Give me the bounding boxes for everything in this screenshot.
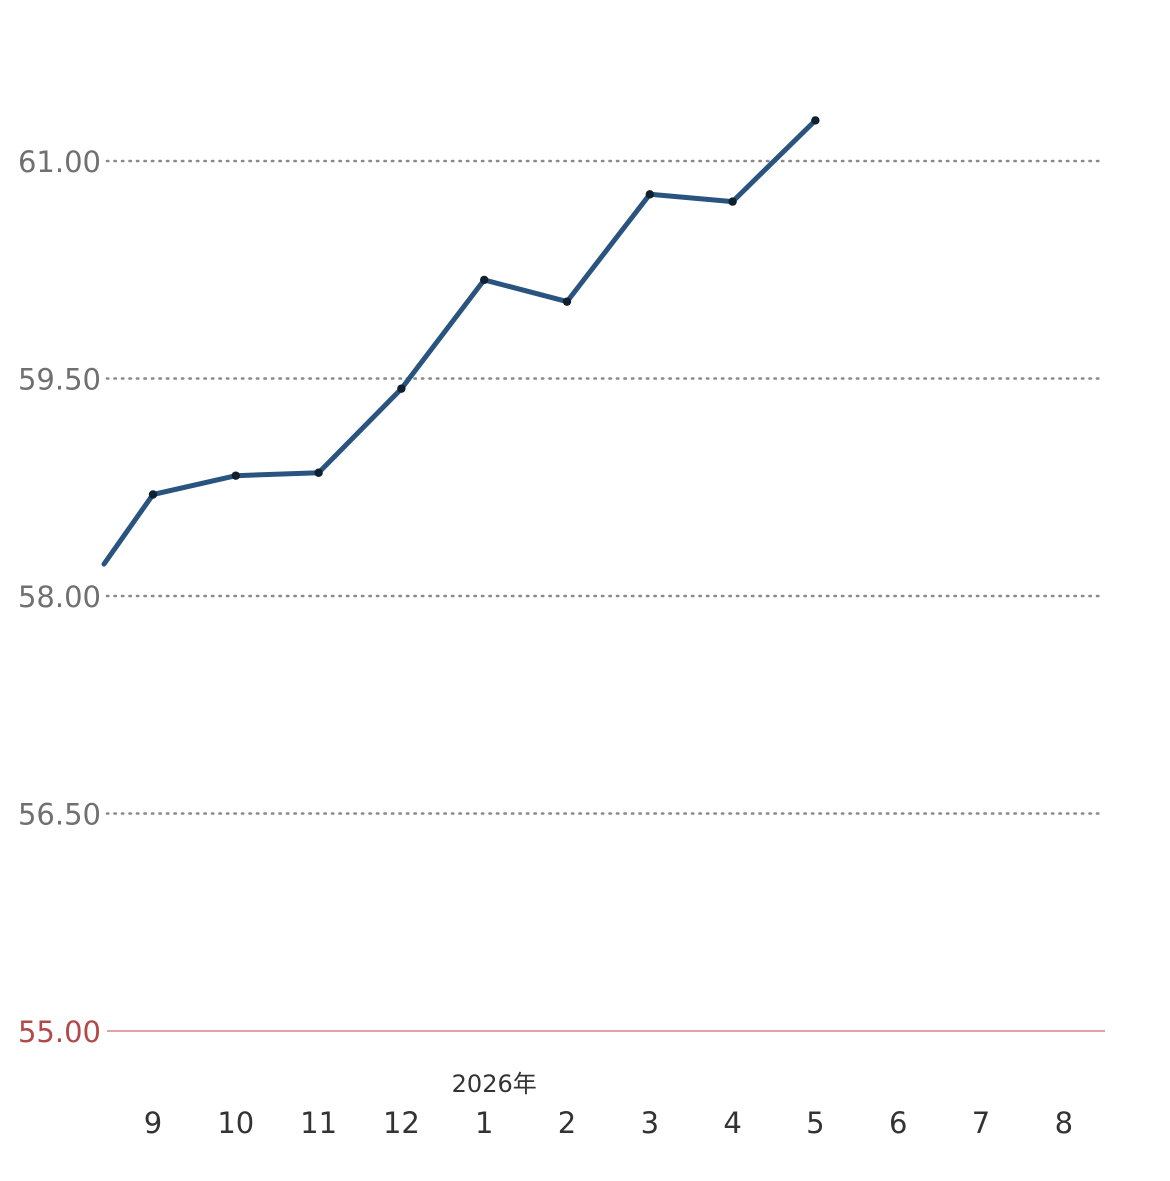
x-axis-ticks: 2026年 9 10 11 12 1 2 3 4 5 6 7 8 xyxy=(144,1070,1073,1140)
x-tick-label: 12 xyxy=(383,1106,420,1140)
y-tick-label: 61.00 xyxy=(18,145,101,179)
data-point xyxy=(645,190,654,199)
data-point xyxy=(480,275,489,285)
data-point xyxy=(314,468,323,477)
y-tick-label: 58.00 xyxy=(18,580,101,614)
data-point xyxy=(728,197,737,206)
gridlines xyxy=(105,159,1105,1032)
x-tick-label: 7 xyxy=(972,1106,990,1140)
y-tick-label: 59.50 xyxy=(18,363,101,397)
data-point xyxy=(148,490,158,499)
x-tick-label: 5 xyxy=(806,1106,824,1140)
y-axis-ticks: 61.00 59.50 58.00 56.50 55.00 xyxy=(18,145,101,1049)
y-tick-label: 56.50 xyxy=(18,798,101,832)
x-tick-label: 9 xyxy=(144,1106,162,1140)
x-tick-label: 11 xyxy=(300,1106,337,1140)
year-label: 2026年 xyxy=(452,1070,537,1098)
data-point xyxy=(231,471,240,480)
data-point xyxy=(811,116,820,125)
x-tick-label: 1 xyxy=(475,1106,493,1140)
data-point xyxy=(397,384,406,393)
x-tick-label: 4 xyxy=(723,1106,741,1140)
x-tick-label: 6 xyxy=(889,1106,907,1140)
x-tick-label: 2 xyxy=(558,1106,576,1140)
y-tick-label: 55.00 xyxy=(18,1015,101,1049)
x-tick-label: 8 xyxy=(1055,1106,1073,1140)
series-line xyxy=(101,117,818,567)
x-tick-label: 3 xyxy=(641,1106,659,1140)
series xyxy=(101,116,820,567)
data-point xyxy=(562,297,572,306)
x-tick-label: 10 xyxy=(217,1106,254,1140)
